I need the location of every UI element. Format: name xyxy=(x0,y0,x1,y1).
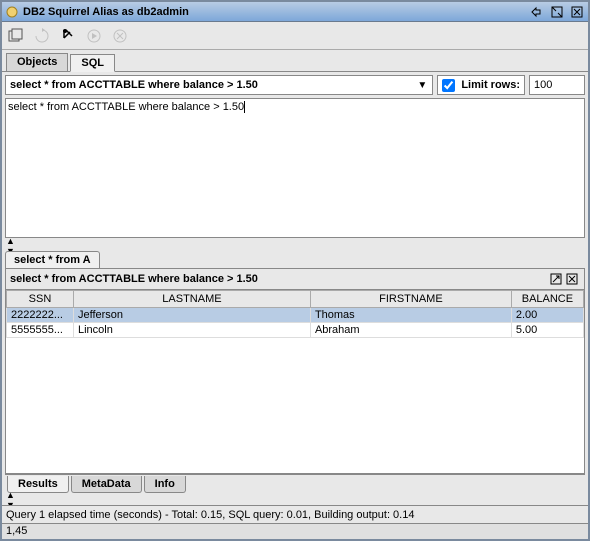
table-row[interactable]: 2222222...JeffersonThomas2.00 xyxy=(7,308,584,323)
tab-metadata[interactable]: MetaData xyxy=(71,476,142,493)
table-cell: Lincoln xyxy=(73,323,310,338)
col-header[interactable]: BALANCE xyxy=(511,291,583,308)
splitter-top[interactable]: ▲▼ xyxy=(2,241,588,251)
sql-editor-content: select * from ACCTTABLE where balance > … xyxy=(8,101,244,113)
sql-history-text: select * from ACCTTABLE where balance > … xyxy=(10,79,258,91)
status-panel: Query 1 elapsed time (seconds) - Total: … xyxy=(2,505,588,523)
col-header[interactable]: SSN xyxy=(7,291,74,308)
main-tabs: Objects SQL xyxy=(2,50,588,72)
col-header[interactable]: LASTNAME xyxy=(73,291,310,308)
new-session-icon[interactable] xyxy=(8,28,24,44)
tab-objects[interactable]: Objects xyxy=(6,53,68,71)
result-tabs-top: select * from A xyxy=(5,251,585,269)
cursor-position: 1,45 xyxy=(6,525,27,537)
refresh-icon[interactable] xyxy=(34,28,50,44)
window-title: DB2 Squirrel Alias as db2admin xyxy=(23,6,529,18)
tab-results[interactable]: Results xyxy=(7,476,69,493)
close-icon[interactable] xyxy=(569,5,585,19)
chevron-down-icon[interactable]: ▼ xyxy=(414,80,430,91)
limit-rows-label: Limit rows: xyxy=(461,79,520,91)
results-panel: select * from A select * from ACCTTABLE … xyxy=(5,251,585,495)
play-icon[interactable] xyxy=(86,28,102,44)
detach-icon[interactable] xyxy=(529,5,545,19)
splitter-bottom[interactable]: ▲▼ xyxy=(2,495,588,505)
result-tab[interactable]: select * from A xyxy=(5,251,100,268)
toolbar xyxy=(2,22,588,50)
table-cell: Thomas xyxy=(310,308,511,323)
table-cell: 2222222... xyxy=(7,308,74,323)
limit-rows-input[interactable] xyxy=(529,75,585,95)
results-query-text: select * from ACCTTABLE where balance > … xyxy=(10,273,548,285)
footer-bar: 1,45 xyxy=(2,523,588,539)
status-text: Query 1 elapsed time (seconds) - Total: … xyxy=(6,509,414,521)
tab-sql[interactable]: SQL xyxy=(70,54,115,72)
close-result-icon[interactable] xyxy=(564,272,580,286)
result-tabs-bottom: Results MetaData Info xyxy=(5,474,585,495)
tab-info[interactable]: Info xyxy=(144,476,186,493)
table-cell: 5.00 xyxy=(511,323,583,338)
maximize-icon[interactable] xyxy=(549,5,565,19)
sql-client-window: DB2 Squirrel Alias as db2admin Objects S… xyxy=(0,0,590,541)
window-controls xyxy=(529,5,585,19)
table-row[interactable]: 5555555...LincolnAbraham5.00 xyxy=(7,323,584,338)
table-cell: Abraham xyxy=(310,323,511,338)
table-cell: Jefferson xyxy=(73,308,310,323)
limit-rows-box: Limit rows: xyxy=(437,75,525,95)
sql-editor[interactable]: select * from ACCTTABLE where balance > … xyxy=(5,98,585,238)
app-icon xyxy=(5,5,19,19)
results-header: select * from ACCTTABLE where balance > … xyxy=(5,269,585,289)
sql-history-bar: select * from ACCTTABLE where balance > … xyxy=(2,72,588,98)
results-table-container: SSNLASTNAMEFIRSTNAMEBALANCE 2222222...Je… xyxy=(5,289,585,474)
detach-result-icon[interactable] xyxy=(548,272,564,286)
table-cell: 2.00 xyxy=(511,308,583,323)
limit-rows-checkbox[interactable] xyxy=(442,79,455,92)
text-caret xyxy=(244,101,245,113)
stop-icon[interactable] xyxy=(112,28,128,44)
results-table[interactable]: SSNLASTNAMEFIRSTNAMEBALANCE 2222222...Je… xyxy=(6,290,584,338)
titlebar[interactable]: DB2 Squirrel Alias as db2admin xyxy=(2,2,588,22)
run-icon[interactable] xyxy=(60,28,76,44)
sql-history-combo[interactable]: select * from ACCTTABLE where balance > … xyxy=(5,75,433,95)
col-header[interactable]: FIRSTNAME xyxy=(310,291,511,308)
table-cell: 5555555... xyxy=(7,323,74,338)
